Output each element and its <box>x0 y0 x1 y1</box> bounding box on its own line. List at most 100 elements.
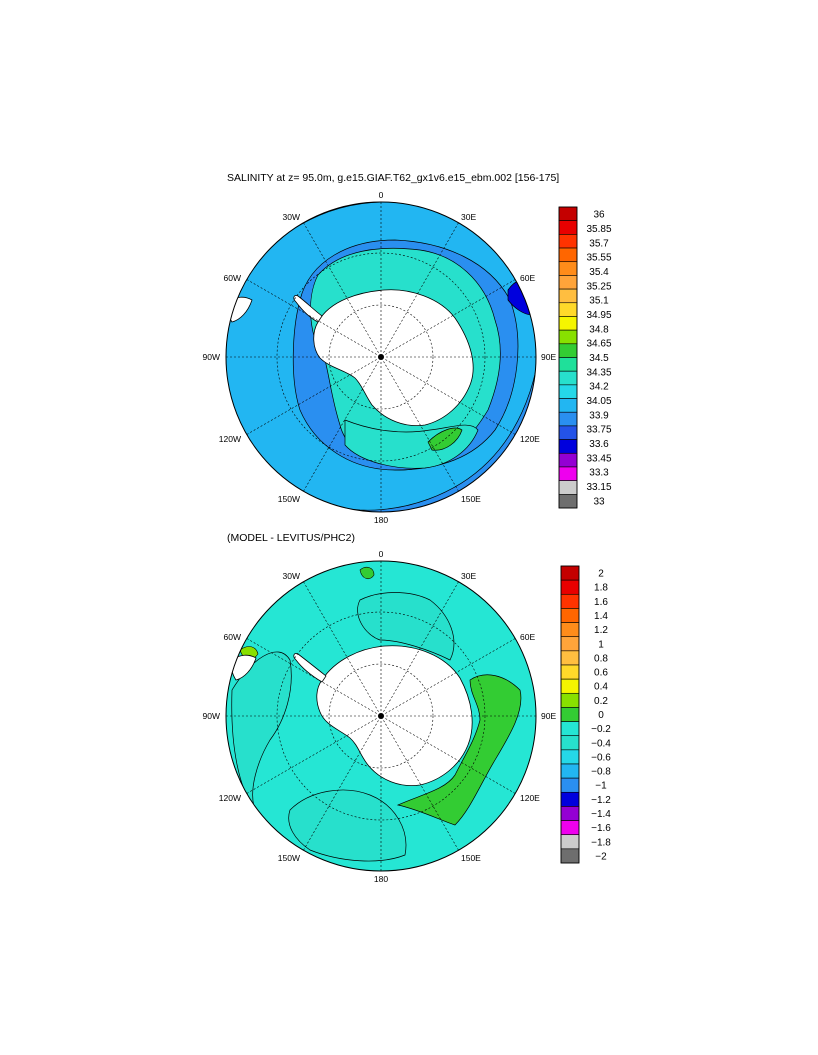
graticule-2 <box>226 561 536 871</box>
colorbar-swatch <box>558 261 578 276</box>
colorbar-label: −2 <box>595 851 607 862</box>
colorbar-swatch <box>558 206 578 221</box>
colorbar-label: −0.2 <box>591 724 611 735</box>
lon-label: 0 <box>379 190 384 200</box>
colorbar-swatch <box>560 820 580 836</box>
lon-label: 30E <box>461 212 476 222</box>
colorbar-swatch <box>560 834 580 850</box>
panel-2-title: (MODEL - LEVITUS/PHC2) <box>227 532 355 544</box>
lon-label: 180 <box>374 515 388 525</box>
colorbar-label: 1.2 <box>594 625 608 636</box>
colorbar-swatch <box>558 439 578 454</box>
antarctica-landmass <box>313 289 474 427</box>
colorbar-swatch <box>560 707 580 722</box>
lon-label: 30E <box>461 571 476 581</box>
colorbar-swatch <box>560 763 580 779</box>
lon-label: 150E <box>461 494 481 504</box>
colorbar-label: −1.8 <box>591 837 611 848</box>
colorbar-swatch <box>560 579 580 595</box>
panel-1-title: SALINITY at z= 95.0m, g.e15.GIAF.T62_gx1… <box>227 172 559 184</box>
lon-label: 180 <box>374 874 388 884</box>
colorbar-swatch <box>558 302 578 317</box>
map-border-2 <box>225 560 537 872</box>
diff-positive-spot-north <box>359 566 375 579</box>
lon-label: 120E <box>520 434 540 444</box>
lon-label: 150W <box>278 853 300 863</box>
colorbar-label: 33 <box>593 496 605 507</box>
diff-region-west <box>231 651 292 811</box>
lon-label: 60E <box>520 632 535 642</box>
antarctic-peninsula-2 <box>293 653 327 683</box>
colorbar-swatch <box>560 678 580 694</box>
longitude-labels-2: 0 30E 60E 90E 120E 150E 180 150W 120W 90… <box>203 549 557 884</box>
colorbar-label: −0.8 <box>591 767 611 778</box>
lon-label: 90W <box>203 352 220 362</box>
colorbar-label: 35.4 <box>589 267 609 278</box>
salinity-map <box>225 201 537 513</box>
colorbar-label: 33.6 <box>589 439 609 450</box>
colorbar-swatch <box>560 777 580 793</box>
latitude-circle-inner <box>328 304 434 410</box>
colorbar-swatch <box>560 664 580 680</box>
lon-label: 150W <box>278 494 300 504</box>
lon-label: 90E <box>541 711 556 721</box>
colorbar-label: 33.3 <box>589 468 609 479</box>
colorbar-label: 33.9 <box>589 410 609 421</box>
colorbar-label: 35.55 <box>586 253 611 264</box>
lon-label: 90E <box>541 352 556 362</box>
diff-region-atlantic <box>357 592 455 661</box>
colorbar-swatch <box>558 480 578 495</box>
lon-label: 60W <box>224 632 241 642</box>
colorbar-swatch <box>560 848 580 864</box>
lon-label: 60E <box>520 273 535 283</box>
colorbar-swatch <box>558 288 578 304</box>
latitude-circle-inner-2 <box>328 663 434 769</box>
lon-label: 150E <box>461 853 481 863</box>
latitude-circle-outer-2 <box>276 611 486 821</box>
colorbar-label: 34.95 <box>586 310 611 321</box>
colorbar-swatch <box>558 466 578 481</box>
longitude-labels-1: 0 30E 60E 90E 120E 150E 180 150W 120W 90… <box>203 190 557 525</box>
colorbar-swatch <box>558 384 578 399</box>
lon-label: 30W <box>283 212 300 222</box>
colorbar-swatch <box>560 565 580 581</box>
colorbar-label: 34.65 <box>586 339 611 350</box>
colorbar-swatch <box>558 357 578 372</box>
colorbar-label: 34.8 <box>589 324 609 335</box>
colorbar-swatch <box>558 452 578 468</box>
colorbar-label: 34.35 <box>586 367 611 378</box>
colorbar-swatch <box>560 593 580 609</box>
colorbar-label: 1 <box>598 639 604 650</box>
colorbar-label: 2 <box>598 569 604 580</box>
colorbar-swatch <box>558 329 578 345</box>
lon-label: 120W <box>219 434 241 444</box>
colorbar-label: 1.6 <box>594 597 608 608</box>
colorbar-label: −0.6 <box>591 752 611 763</box>
colorbar-label: 0.6 <box>594 668 608 679</box>
colorbar-swatch <box>558 411 578 427</box>
difference-map <box>225 560 537 872</box>
colorbar-swatch <box>558 220 578 235</box>
colorbar-label: 33.75 <box>586 425 611 436</box>
lon-label: 0 <box>379 549 384 559</box>
colorbar-swatch <box>560 791 580 807</box>
colorbar-swatch <box>558 343 578 358</box>
colorbar-label: 35.85 <box>586 224 611 235</box>
colorbar-swatch <box>558 316 578 331</box>
colorbar-label: −1 <box>595 781 607 792</box>
antarctic-peninsula <box>293 295 323 323</box>
lon-label: 30W <box>283 571 300 581</box>
latitude-circle-outer <box>276 252 486 462</box>
graticule <box>226 202 536 512</box>
colorbar-swatch <box>558 234 578 249</box>
diff-positive-belt <box>396 674 522 826</box>
colorbar-label: 0.2 <box>594 696 608 707</box>
colorbar-salinity: 36 35.85 35.7 35.55 35.4 35.25 35.1 34.95 34.8 34… <box>558 206 612 509</box>
south-pole-marker-2 <box>378 713 384 719</box>
colorbar-swatch <box>558 398 578 413</box>
colorbar-swatch <box>560 650 580 666</box>
colorbar-swatch <box>560 721 580 737</box>
colorbar-swatch <box>560 692 580 708</box>
colorbar-label: 34.5 <box>589 353 609 364</box>
